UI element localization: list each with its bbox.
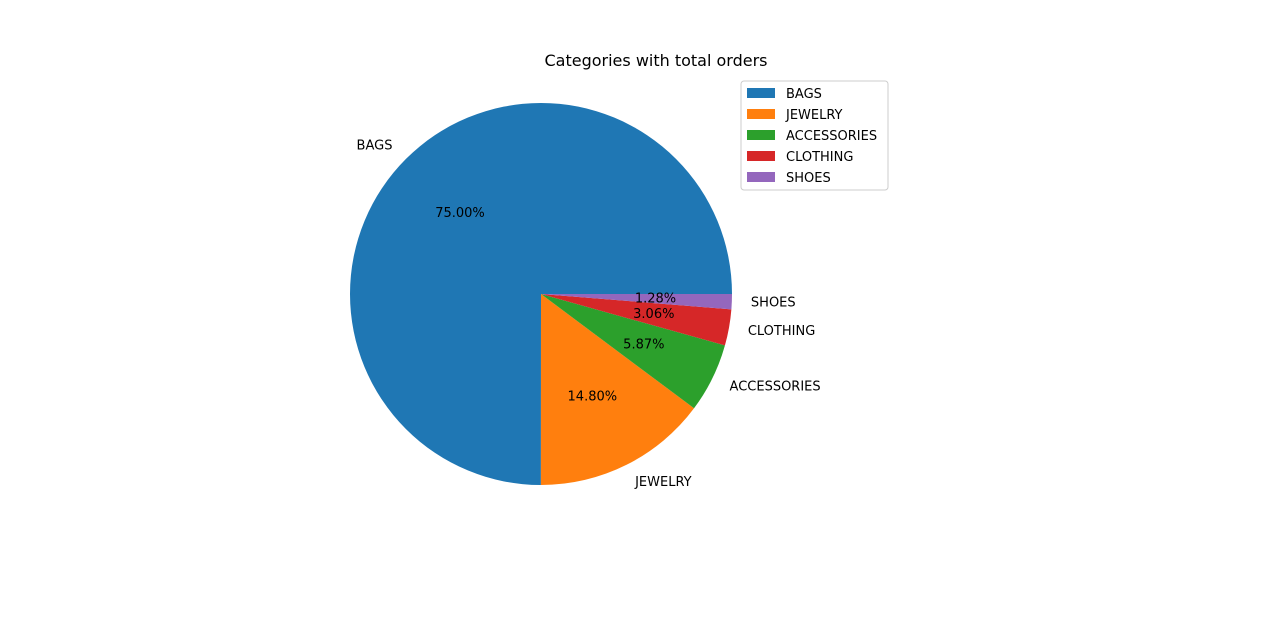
pie-slices [350, 103, 732, 485]
percent-label-jewelry: 14.80% [568, 389, 618, 404]
legend-swatch-accessories [747, 130, 775, 140]
slice-labels: BAGS JEWELRY ACCESSORIES CLOTHING SHOES [357, 138, 821, 489]
legend-swatch-clothing [747, 151, 775, 161]
legend-swatch-shoes [747, 172, 775, 182]
percent-label-accessories: 5.87% [623, 338, 664, 353]
pie-slice-shoes [541, 294, 732, 310]
pie-slice-clothing [541, 294, 732, 346]
legend-label-bags: BAGS [786, 87, 822, 102]
legend-label-accessories: ACCESSORIES [786, 129, 877, 144]
slice-label-jewelry: JEWELRY [634, 475, 692, 490]
slice-label-clothing: CLOTHING [748, 324, 815, 339]
percent-labels: 75.00% 14.80% 5.87% 3.06%1.28% [435, 206, 676, 405]
slice-label-shoes: SHOES [751, 295, 796, 310]
legend-label-jewelry: JEWELRY [785, 108, 843, 123]
legend-frame [740, 80, 889, 191]
legend-swatch-jewelry [747, 109, 775, 119]
slice-label-accessories: ACCESSORIES [730, 380, 821, 395]
legend-label-clothing: CLOTHING [786, 150, 853, 165]
pie-slice-accessories [541, 294, 725, 409]
percent-label-clothing: 3.06% [633, 307, 674, 322]
legend: BAGS JEWELRY ACCESSORIES CLOTHING SHOES [740, 80, 889, 191]
legend-swatch-bags [747, 88, 775, 98]
slice-label-bags: BAGS [357, 138, 393, 153]
pie-slice-jewelry [540, 294, 695, 485]
legend-label-shoes: SHOES [786, 171, 831, 186]
percent-label-bags: 75.00% [435, 206, 485, 221]
chart-title: Categories with total orders [544, 51, 767, 70]
percent-label-shoes: 1.28% [635, 292, 676, 307]
